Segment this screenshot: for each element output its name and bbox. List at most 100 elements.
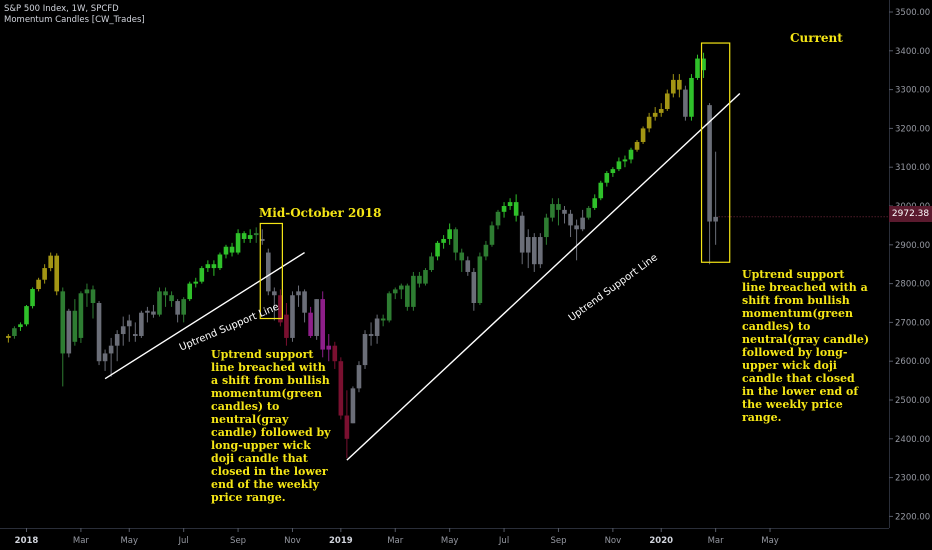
candle-body	[610, 169, 616, 174]
candle-body	[163, 291, 168, 296]
candle-body	[423, 270, 428, 284]
candle-body	[574, 225, 579, 230]
y-tick-label: 2400.00	[895, 435, 930, 445]
x-tick-label: Mar	[708, 536, 725, 546]
candle-body	[278, 295, 283, 323]
candle-body	[223, 246, 229, 255]
candle-body	[701, 58, 706, 71]
candle-body	[72, 310, 78, 342]
candle-body	[640, 128, 646, 142]
candle-body	[483, 244, 489, 257]
candle-body	[229, 246, 235, 253]
candle-body	[586, 207, 591, 218]
candle-body	[30, 289, 35, 307]
candle-body	[459, 252, 465, 261]
trendline-1	[104, 251, 305, 380]
candle-body	[18, 324, 23, 328]
y-tick-label: 2200.00	[895, 512, 930, 522]
indicator-title: Momentum Candles [CW_Trades]	[4, 15, 145, 25]
candle-body	[556, 204, 561, 210]
candle-body	[634, 141, 640, 150]
mid-october-label: Mid-October 2018	[259, 206, 382, 220]
candle-body	[217, 254, 223, 269]
candle-body	[169, 295, 174, 302]
candle-body	[664, 93, 670, 109]
candle-body	[326, 345, 332, 350]
candle-body	[314, 299, 319, 336]
x-tick-label: 2020	[649, 536, 673, 546]
candle-body	[435, 242, 440, 257]
candle-body	[175, 301, 180, 315]
candle-body	[604, 173, 610, 183]
candle-body	[290, 295, 295, 338]
right-annotation-text: Uptrend support line breached with a shi…	[742, 268, 870, 424]
candle-body	[683, 89, 688, 117]
candle-body	[133, 334, 138, 336]
candle-body	[108, 345, 114, 354]
candle-body	[507, 202, 513, 206]
y-tick-label: 2600.00	[895, 357, 930, 367]
candle-body	[652, 112, 658, 117]
candle-body	[96, 303, 102, 362]
candle-body	[471, 271, 477, 303]
candle-body	[362, 334, 368, 366]
candle-body	[199, 268, 205, 282]
candle-body	[628, 149, 634, 160]
candle-body	[695, 58, 700, 78]
x-tick-label: Nov	[605, 536, 622, 546]
candle-body	[6, 335, 11, 338]
x-tick-label: Jul	[178, 536, 189, 546]
candle-body	[320, 299, 326, 350]
candle-body	[205, 264, 211, 269]
left-annotation-text: Uptrend support line breached with a shi…	[211, 348, 331, 504]
candle-body	[658, 109, 664, 113]
highlight-box-1	[259, 222, 283, 320]
candle-body	[266, 252, 271, 292]
candle-body	[489, 225, 495, 245]
x-tick-label: Jul	[498, 536, 509, 546]
candle-body	[538, 237, 543, 265]
candle-body	[247, 235, 253, 239]
candle-body	[120, 326, 126, 335]
candle-body	[259, 238, 265, 241]
candle-body	[447, 229, 452, 239]
candle-body	[592, 198, 598, 208]
candle-body	[84, 289, 90, 294]
candle-body	[36, 279, 41, 290]
highlight-box-2	[700, 42, 731, 263]
candle-body	[453, 229, 458, 253]
candle-body	[157, 291, 162, 315]
y-tick-label: 2800.00	[895, 280, 930, 290]
candle-body	[181, 299, 186, 315]
candle-body	[580, 217, 585, 230]
candle-body	[42, 268, 47, 280]
candle-body	[465, 260, 471, 272]
y-tick-label: 3400.00	[895, 47, 930, 57]
candle-body	[671, 79, 676, 94]
candle-body	[519, 215, 525, 253]
x-tick-label: May	[120, 536, 138, 546]
candle-body	[66, 310, 72, 354]
x-tick-label: May	[761, 536, 779, 546]
x-tick-label: Mar	[73, 536, 90, 546]
candle-body	[139, 312, 144, 336]
candle-body	[253, 233, 259, 236]
y-tick-label: 3100.00	[895, 163, 930, 173]
candle-body	[386, 293, 392, 321]
candle-body	[405, 285, 410, 307]
candle-body	[501, 206, 507, 212]
candle-body	[531, 237, 537, 265]
y-tick-label: 2500.00	[895, 396, 930, 406]
y-tick-label: 3300.00	[895, 86, 930, 96]
y-tick-label: 3200.00	[895, 124, 930, 134]
candle-body	[296, 291, 301, 296]
x-tick-label: May	[441, 536, 459, 546]
candle-body	[477, 256, 483, 303]
candle-body	[411, 275, 416, 307]
x-tick-label: 2018	[15, 536, 39, 546]
candle-body	[441, 238, 446, 243]
candle-body	[338, 361, 344, 416]
candle-body	[398, 285, 404, 290]
candle-body	[707, 105, 712, 222]
